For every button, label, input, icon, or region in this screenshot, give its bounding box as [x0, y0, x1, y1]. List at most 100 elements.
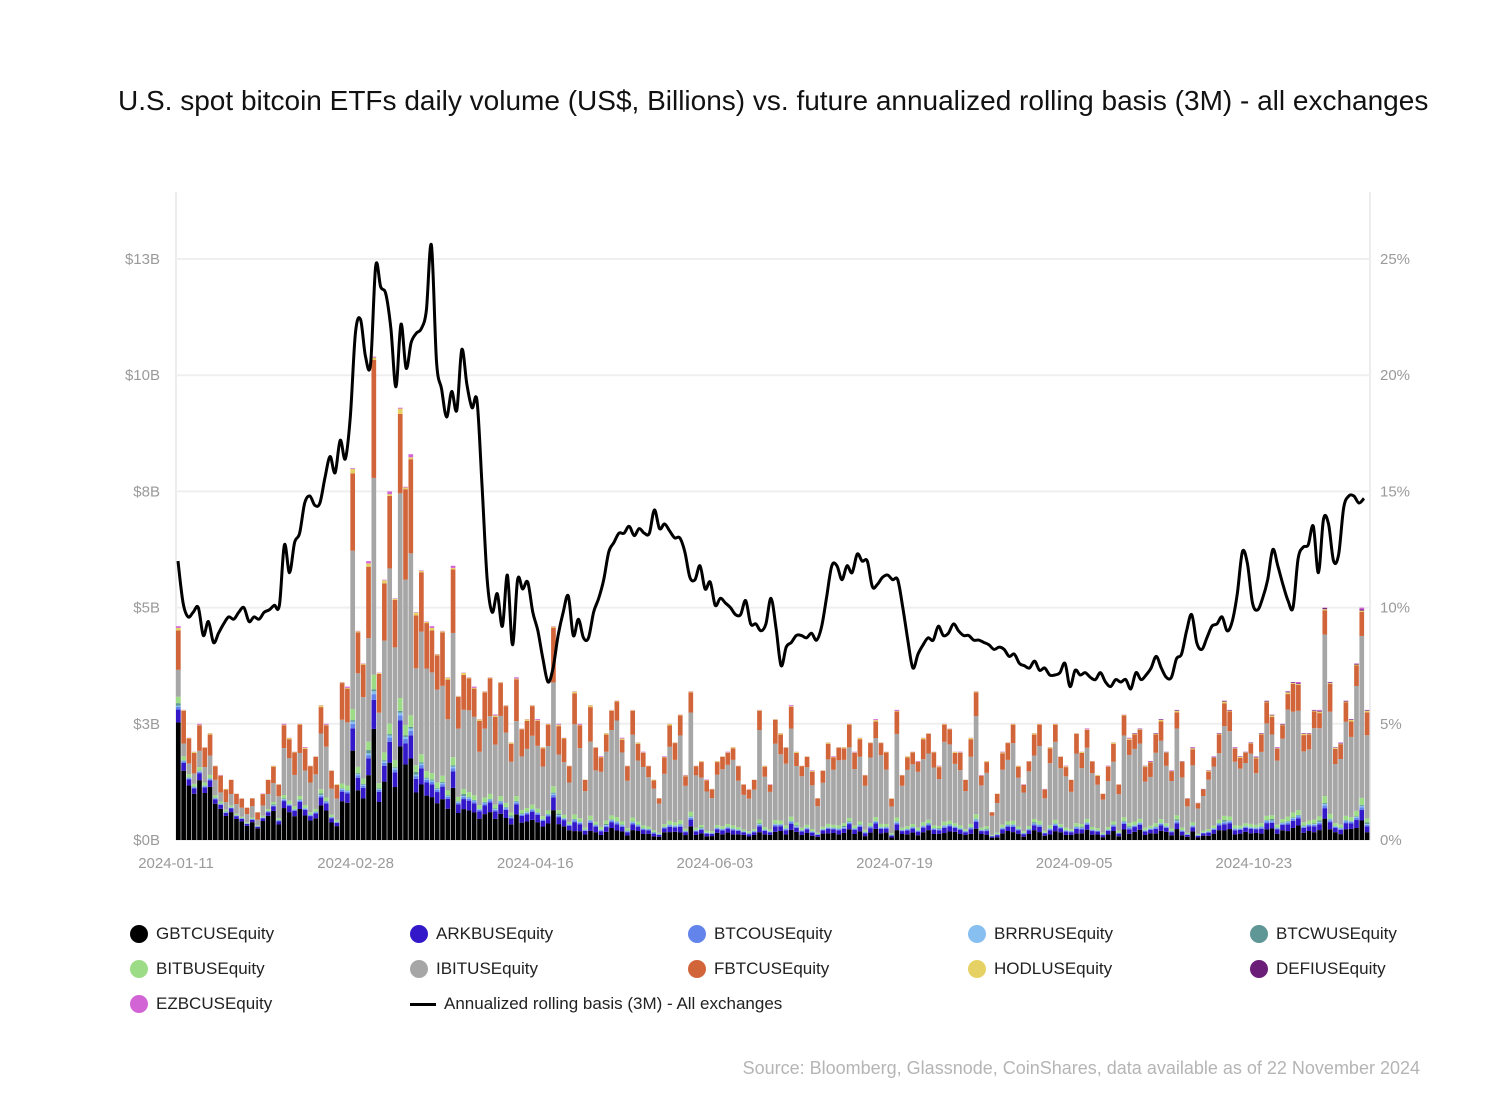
bar-segment-hodlusequity: [540, 747, 546, 749]
bar-segment-bitbusequity: [466, 792, 472, 798]
legend-item-defiusequity[interactable]: DEFIUSEquity: [1250, 959, 1386, 979]
bar-segment-arkbusequity: [1333, 828, 1338, 833]
legend-item-fbtcusequity[interactable]: FBTCUSEquity: [688, 959, 829, 979]
bar-segment-gbtcusequity: [529, 819, 535, 840]
bar-segment-fbtcusequity: [1333, 748, 1338, 765]
bar-segment-brrrusequity: [345, 790, 350, 792]
bar-segment-ibitusequity: [1169, 781, 1174, 829]
bar-stack: [989, 812, 995, 840]
bar-segment-gbtcusequity: [355, 790, 361, 840]
bar-segment-gbtcusequity: [1148, 833, 1153, 840]
bar-segment-brrrusequity: [1290, 818, 1296, 819]
bar-segment-bitbusequity: [1148, 825, 1153, 829]
bar-segment-bitbusequity: [973, 814, 979, 819]
bar-stack: [392, 598, 398, 840]
bar-segment-bitbusequity: [1158, 819, 1164, 823]
bar-segment-btcousequity: [535, 813, 540, 815]
bar-segment-gbtcusequity: [197, 780, 202, 840]
bar-segment-gbtcusequity: [1359, 820, 1365, 840]
bar-segment-bitbusequity: [498, 796, 503, 801]
bar-segment-arkbusequity: [773, 826, 778, 832]
bar-segment-arkbusequity: [799, 831, 805, 835]
bar-segment-ibitusequity: [1269, 734, 1275, 816]
bar-segment-fbtcusequity: [852, 752, 857, 770]
bar-segment-gbtcusequity: [271, 810, 276, 840]
legend-item-btcwusequity[interactable]: BTCWUSEquity: [1250, 924, 1397, 944]
bar-segment-arkbusequity: [1354, 820, 1359, 828]
bar-segment-bitbusequity: [1206, 829, 1211, 832]
legend-item-ezbcusequity[interactable]: EZBCUSEquity: [130, 994, 272, 1014]
legend-item-bitbusequity[interactable]: BITBUSEquity: [130, 959, 265, 979]
bar-segment-gbtcusequity: [603, 831, 609, 840]
bar-segment-ezbcusequity: [957, 751, 963, 753]
bar-segment-brrrusequity: [1333, 826, 1338, 827]
bar-segment-fbtcusequity: [244, 807, 250, 815]
bar-segment-hodlusequity: [207, 733, 213, 735]
x-tick-label: 2024-01-11: [138, 855, 214, 872]
bar-segment-gbtcusequity: [281, 808, 287, 840]
bar-segment-ibitusequity: [704, 791, 709, 831]
bar-segment-brrrusequity: [630, 821, 636, 823]
bar-segment-fbtcusequity: [1084, 729, 1090, 748]
bar-segment-arkbusequity: [757, 826, 762, 833]
bar-segment-brrrusequity: [556, 815, 562, 816]
bar-segment-ibitusequity: [1185, 806, 1190, 833]
bar-segment-arkbusequity: [820, 830, 826, 834]
bar-segment-fbtcusequity: [492, 717, 498, 745]
legend-item-gbtcusequity[interactable]: GBTCUSEquity: [130, 924, 274, 944]
bar-segment-ibitusequity: [540, 766, 546, 817]
bar-segment-bitbusequity: [440, 775, 445, 782]
bar-segment-btcousequity: [1274, 828, 1280, 830]
bar-segment-fbtcusequity: [387, 495, 393, 569]
bar-segment-btcwusequity: [366, 750, 371, 754]
bar-segment-hodlusequity: [1253, 757, 1259, 759]
bar-segment-bitbusequity: [1058, 824, 1063, 827]
bar-segment-ibitusequity: [228, 794, 234, 806]
bar-segment-gbtcusequity: [841, 832, 847, 840]
bar-segment-ibitusequity: [979, 785, 984, 828]
bar-segment-gbtcusequity: [514, 814, 519, 840]
bar-stack: [1274, 747, 1280, 840]
bar-segment-arkbusequity: [1084, 824, 1090, 830]
bar-stack: [630, 709, 636, 840]
bar-segment-brrrusequity: [1237, 828, 1243, 829]
bar-stack: [308, 765, 313, 840]
bar-segment-arkbusequity: [1179, 831, 1185, 836]
bar-segment-defiusequity: [1354, 663, 1359, 665]
bar-segment-brrrusequity: [387, 735, 393, 738]
bar-segment-hodlusequity: [1016, 765, 1021, 767]
bar-segment-ibitusequity: [725, 764, 731, 825]
bar-segment-brrrusequity: [487, 799, 493, 801]
bar-segment-arkbusequity: [989, 836, 995, 838]
bar-segment-bitbusequity: [408, 715, 414, 727]
legend-item-ibitusequity[interactable]: IBITUSEquity: [410, 959, 538, 979]
bar-segment-arkbusequity: [286, 806, 292, 813]
bar-segment-bitbusequity: [1222, 815, 1227, 821]
legend-item-arkbusequity[interactable]: ARKBUSEquity: [410, 924, 553, 944]
legend-item-hodlusequity[interactable]: HODLUSEquity: [968, 959, 1112, 979]
bar-segment-ibitusequity: [1200, 796, 1206, 831]
bar-segment-btcousequity: [382, 762, 387, 766]
bar-segment-btcousequity: [191, 787, 197, 789]
bar-segment-bitbusequity: [223, 809, 229, 812]
bar-segment-gbtcusequity: [350, 750, 356, 840]
bar-segment-btcwusequity: [556, 813, 562, 816]
bar-segment-ezbcusequity: [1274, 747, 1280, 748]
bar-segment-brrrusequity: [677, 824, 683, 826]
bar-segment-arkbusequity: [503, 809, 509, 818]
legend-item-annualized[interactable]: Annualized rolling basis (3M) - All exch…: [410, 994, 782, 1014]
bar-segment-bitbusequity: [672, 822, 678, 826]
bar-segment-btcwusequity: [1296, 814, 1301, 816]
bar-segment-btcousequity: [234, 815, 239, 817]
bar-segment-gbtcusequity: [1237, 833, 1243, 840]
bar-segment-gbtcusequity: [471, 812, 477, 840]
legend-item-brrrusequity[interactable]: BRRRUSEquity: [968, 924, 1113, 944]
bar-segment-arkbusequity: [683, 832, 688, 836]
bar-segment-gbtcusequity: [445, 808, 451, 840]
bar-segment-btcousequity: [397, 715, 403, 721]
bar-segment-fbtcusequity: [556, 726, 562, 755]
bar-segment-btcousequity: [572, 820, 577, 823]
bar-segment-gbtcusequity: [408, 758, 414, 840]
legend-item-btcousequity[interactable]: BTCOUSEquity: [688, 924, 832, 944]
